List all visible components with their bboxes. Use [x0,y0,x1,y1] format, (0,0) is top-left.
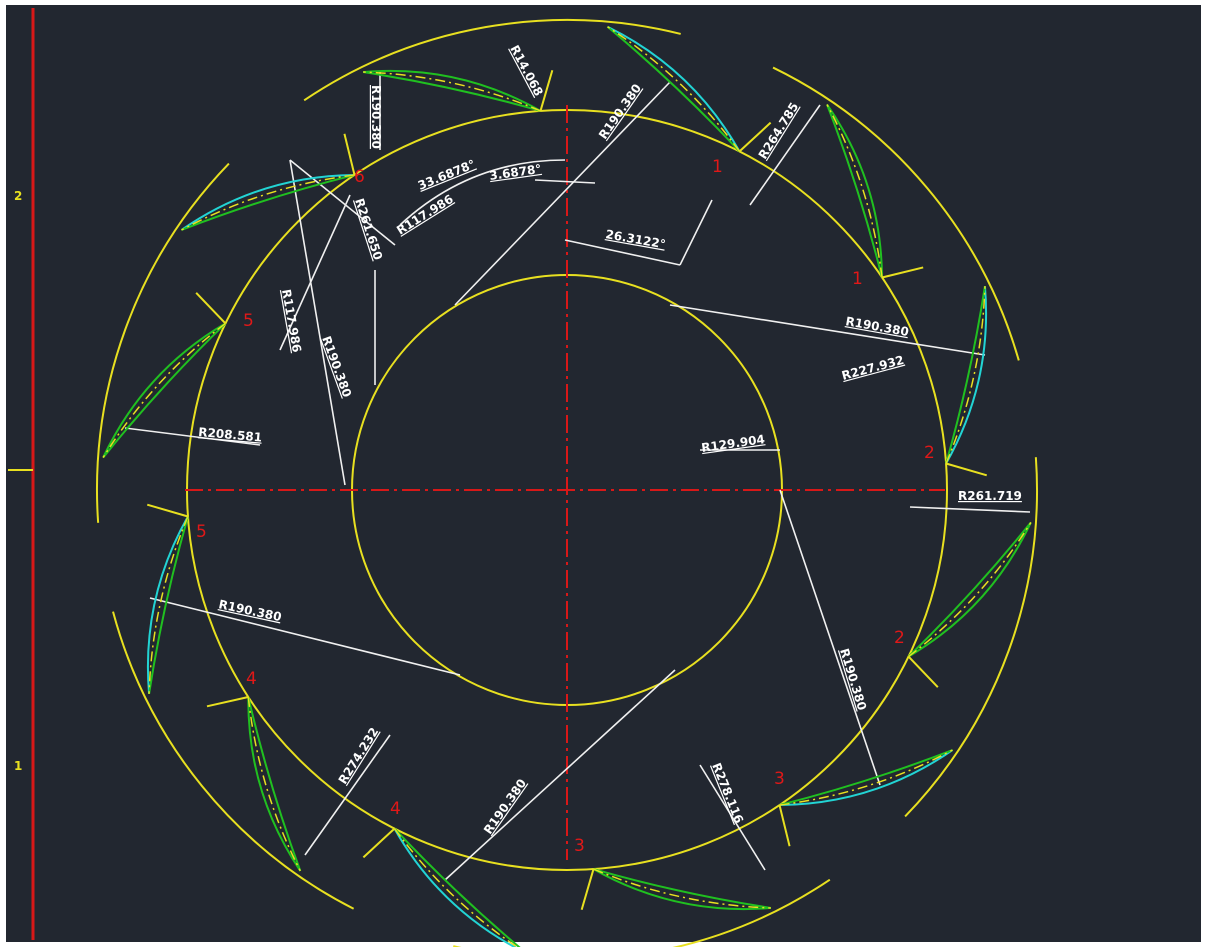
blade-number: 5 [196,522,207,542]
blade-camber [593,868,771,909]
blade-side [148,516,189,694]
blade-camber [393,828,519,947]
blade-camber [148,516,189,694]
blade-tick [146,503,189,518]
blade-tick [778,804,791,847]
blade-tick [362,827,396,859]
blade-side [826,103,884,278]
blade-side [945,286,986,464]
blade-tick [907,655,939,688]
blade-side [247,696,302,872]
blade-camber [181,174,355,231]
blade-side [393,827,521,947]
blade-tick [580,868,595,911]
blade-camber [779,749,953,806]
blade-side [779,749,954,807]
blade-number: 2 [894,628,905,648]
tip-arc [96,162,230,523]
blade-side [363,71,541,112]
tip-arc [303,19,681,102]
blade-number: 6 [354,167,365,187]
blade-side [247,696,302,872]
blade-camber [102,322,226,458]
blade-side [779,749,953,807]
dimension-label: R261.719 [958,489,1022,503]
blade-side [181,173,355,231]
blade-camber [908,522,1032,658]
blade-tick [738,121,772,153]
blade-number: 4 [390,799,401,819]
blade-camber [247,696,301,872]
ruler-label: 2 [14,189,22,203]
dimension-label: R208.581 [198,425,263,445]
blade-side [826,104,884,278]
blade-numbers: 1 1 2 2 3 3 4 4 5 5 6 [196,157,935,856]
dimension-label: R190.380 [369,85,383,149]
tip-arc [904,457,1038,818]
ruler-label: 1 [14,759,22,773]
blade-side [180,173,355,231]
blade-side [393,828,517,947]
blade-number: 1 [712,157,723,177]
geometry [96,19,1038,947]
blade-side [102,322,227,459]
blade-camber [826,104,883,278]
dimension-lines [124,72,1031,881]
blade-camber [363,71,541,112]
blade-side [593,868,771,909]
blade-tick [343,133,356,176]
blade-number: 3 [774,769,785,789]
tip-arc [112,611,355,910]
blade-camber [945,286,986,464]
blade-tick [206,695,249,708]
blade-number: 3 [574,836,585,856]
blade-tick [881,266,924,279]
blade-number: 1 [852,269,863,289]
blade-side [363,69,541,112]
blade-side [146,516,189,694]
blade-side [593,868,771,911]
blade-camber [607,26,741,152]
blade-side [908,522,1032,658]
blade-side [102,322,226,458]
blade-number: 4 [246,669,257,689]
blade-side [945,286,988,464]
blade-number: 5 [243,311,254,331]
blade-side [607,25,741,152]
blade-side [907,521,1032,658]
blade-tick [195,292,227,325]
blade-tick [945,462,988,477]
viewport [4,3,1203,944]
blade-number: 2 [924,443,935,463]
tip-arc [453,878,831,947]
blade-side [606,26,741,153]
tip-arc [772,66,1020,361]
blade-tick [539,69,554,112]
